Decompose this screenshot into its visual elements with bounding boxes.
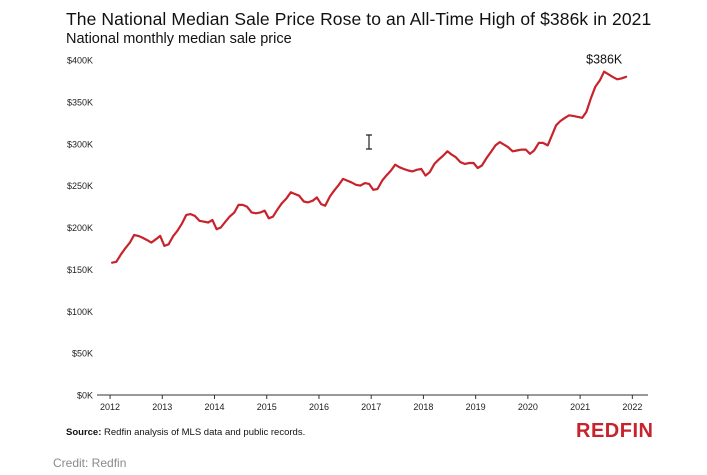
- x-tick-label: 2019: [466, 402, 486, 412]
- image-credit: Credit: Redfin: [53, 456, 127, 470]
- x-tick-label: 2017: [361, 402, 381, 412]
- x-tick-label: 2013: [152, 402, 172, 412]
- y-tick-label: $250K: [67, 181, 93, 191]
- y-tick-label: $400K: [67, 56, 93, 66]
- source-label: Source:: [66, 427, 102, 438]
- y-tick-label: $200K: [67, 223, 93, 233]
- x-tick-label: 2022: [622, 402, 642, 412]
- peak-annotation: $386K: [586, 53, 623, 67]
- x-tick-label: 2014: [204, 402, 224, 412]
- y-tick-label: $0K: [77, 391, 93, 401]
- source-text: Redfin analysis of MLS data and public r…: [101, 427, 306, 438]
- x-tick-label: 2015: [257, 402, 277, 412]
- x-axis: 2012 2013 2014 2015 2016 2017 2018 2019 2020 2021…: [97, 394, 648, 412]
- y-tick-label: $100K: [67, 307, 93, 317]
- x-tick-label: 2021: [570, 402, 590, 412]
- text-cursor-icon: [366, 134, 372, 150]
- y-axis: $0K $50K $100K $150K $200K $250K $300K $350K $40…: [67, 56, 93, 401]
- y-tick-label: $150K: [67, 265, 93, 275]
- y-tick-label: $350K: [67, 97, 93, 107]
- y-tick-label: $50K: [72, 349, 93, 359]
- series-line: [110, 70, 628, 264]
- line-chart: $0K $50K $100K $150K $200K $250K $300K $350K $40…: [67, 53, 648, 412]
- x-tick-label: 2016: [309, 402, 329, 412]
- annotation-layer: $386K: [586, 53, 623, 67]
- x-tick-label: 2012: [100, 402, 120, 412]
- x-tick-label: 2018: [413, 402, 433, 412]
- y-tick-label: $300K: [67, 139, 93, 149]
- x-tick-label: 2020: [518, 402, 538, 412]
- chart-subtitle: National monthly median sale price: [66, 31, 292, 47]
- series-layer: [110, 70, 628, 264]
- source-note: Source: Redfin analysis of MLS data and …: [66, 427, 305, 438]
- redfin-logo: REDFIN: [576, 420, 654, 442]
- chart-title: The National Median Sale Price Rose to a…: [66, 9, 652, 29]
